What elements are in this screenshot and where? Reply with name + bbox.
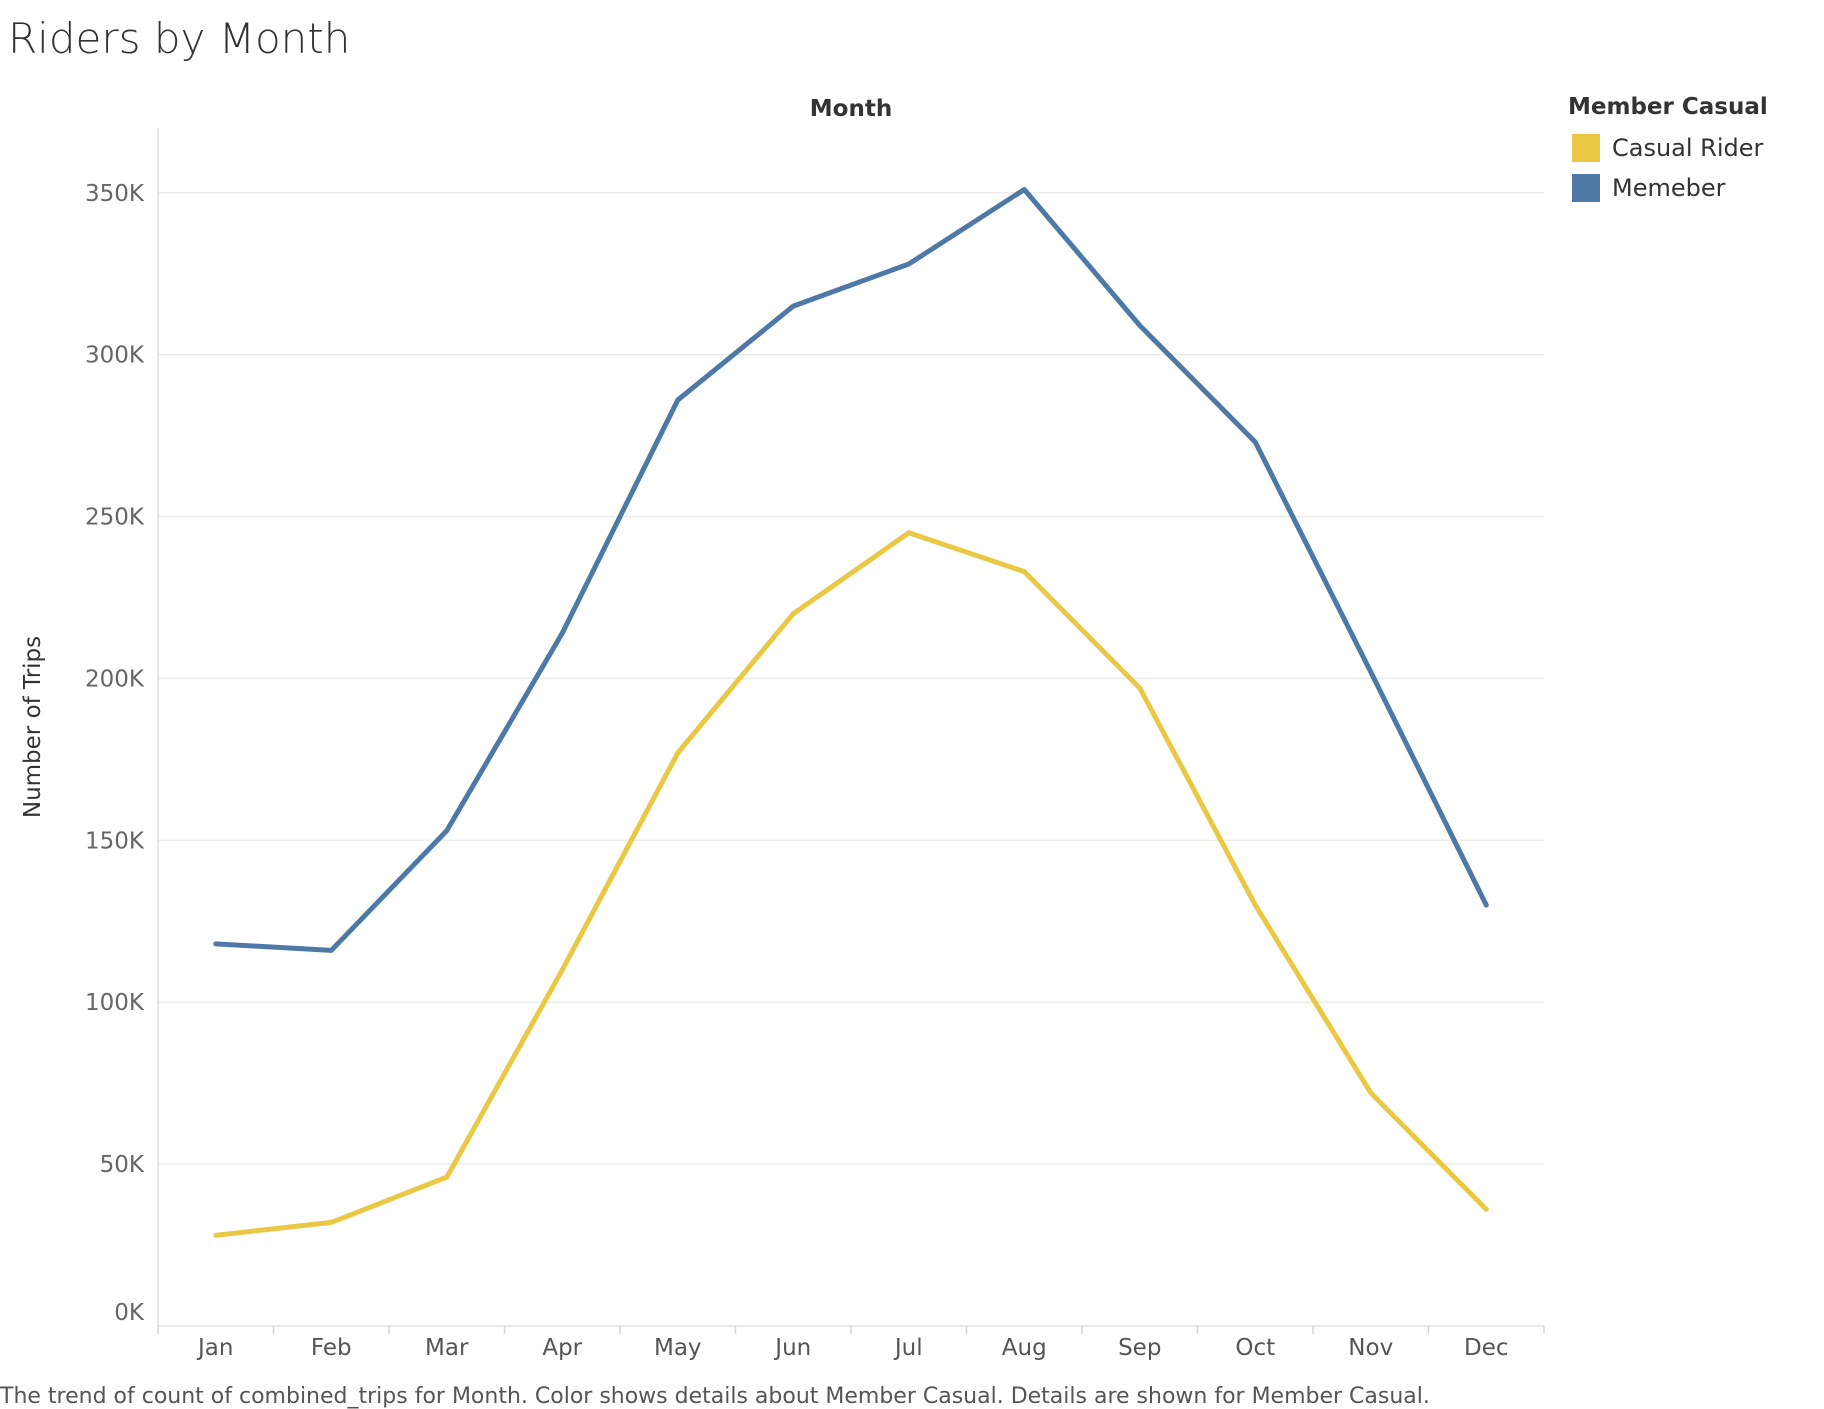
legend-title: Member Casual: [1568, 94, 1768, 120]
legend-label-casual-rider: Casual Rider: [1612, 134, 1764, 162]
x-tick-label: Feb: [311, 1335, 352, 1361]
x-tick-label: Oct: [1235, 1335, 1275, 1361]
y-axis-title: Number of Trips: [20, 636, 46, 818]
chart-caption: The trend of count of combined_trips for…: [0, 1384, 1430, 1409]
axis-labels: 0K 50K 100K 150K 200K 250K 300K 350K Jan Feb Mar Ap…: [20, 96, 1509, 1361]
y-tick-label: 0K: [114, 1300, 145, 1326]
y-tick-label: 250K: [85, 505, 145, 531]
gridlines: [158, 192, 1544, 1165]
x-tick-label: May: [654, 1335, 702, 1361]
x-tick-label: Jan: [196, 1335, 233, 1361]
legend: Member Casual Casual Rider Memeber: [1568, 94, 1818, 208]
legend-label-member: Memeber: [1612, 174, 1726, 202]
legend-item-member[interactable]: Memeber: [1568, 168, 1818, 208]
series-lines: [213, 187, 1489, 1238]
y-tick-label: 200K: [85, 666, 145, 692]
series-line-memeber: [213, 187, 1489, 953]
legend-item-casual-rider[interactable]: Casual Rider: [1568, 128, 1818, 168]
legend-swatch-casual-rider: [1572, 134, 1600, 162]
x-tick-label: Jun: [773, 1335, 811, 1361]
series-line-casual-rider: [213, 530, 1489, 1238]
y-tick-label: 350K: [85, 181, 145, 207]
x-tick-label: Jul: [893, 1335, 923, 1361]
x-tick-label: Dec: [1464, 1335, 1509, 1361]
axes: [157, 128, 1545, 1334]
x-tick-label: Apr: [542, 1335, 582, 1361]
y-tick-label: 100K: [85, 990, 145, 1016]
x-tick-label: Nov: [1348, 1335, 1393, 1361]
chart-title: Riders by Month: [8, 14, 351, 63]
x-tick-label: Aug: [1002, 1335, 1047, 1361]
x-tick-label: Mar: [425, 1335, 469, 1361]
y-tick-label: 150K: [85, 828, 145, 854]
column-header: Month: [810, 96, 892, 122]
y-tick-label: 300K: [85, 343, 145, 369]
x-tick-label: Sep: [1118, 1335, 1161, 1361]
y-tick-label: 50K: [100, 1152, 145, 1178]
legend-swatch-member: [1572, 174, 1600, 202]
